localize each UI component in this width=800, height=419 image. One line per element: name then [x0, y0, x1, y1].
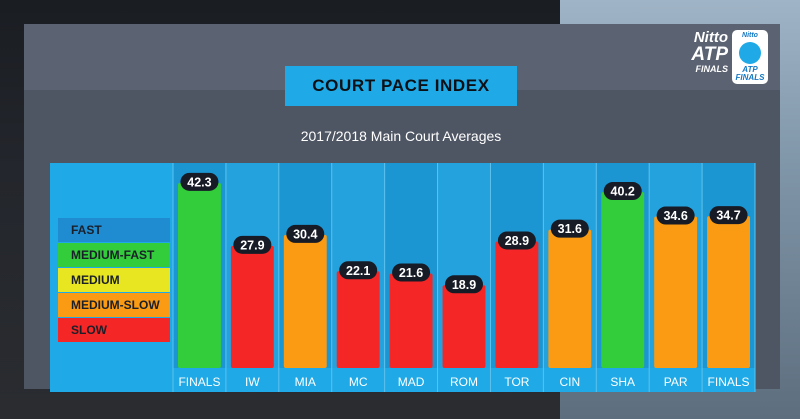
tick-label: MAD [398, 375, 425, 389]
logo-line-2: ATP [691, 44, 728, 65]
value-pill [656, 206, 695, 225]
bar [495, 241, 539, 368]
legend-label: MEDIUM-SLOW [71, 298, 160, 312]
value-pill [709, 206, 748, 225]
badge-bottom-line-1: ATP [742, 65, 758, 74]
value-pill [497, 231, 536, 250]
bar [230, 245, 274, 368]
data-label: 42.3 [187, 175, 211, 189]
legend-swatch [58, 293, 170, 317]
legend-swatch [58, 318, 170, 342]
nitto-atp-finals-logo: Nitto ATP FINALS Nitto ATP FINALS [652, 30, 770, 86]
tick-label: IW [245, 375, 260, 389]
data-label: 27.9 [240, 238, 264, 252]
legend-label: MEDIUM-FAST [71, 248, 155, 262]
tennis-ball-icon [739, 42, 761, 64]
tick-label: TOR [504, 375, 529, 389]
tick-label: PAR [664, 375, 688, 389]
logo-badge: Nitto ATP FINALS [732, 30, 768, 84]
bar [283, 234, 327, 368]
data-label: 34.7 [716, 209, 740, 223]
value-pill [445, 275, 483, 294]
logo-wordmark: Nitto ATP FINALS [652, 30, 728, 74]
bar [336, 271, 380, 368]
value-pill [233, 235, 272, 254]
value-pill [603, 182, 642, 201]
bar [548, 229, 592, 368]
tick-label: FINALS [708, 375, 750, 389]
data-label: 40.2 [611, 185, 635, 199]
chart-title: COURT PACE INDEX [285, 66, 517, 106]
legend-label: FAST [71, 223, 102, 237]
legend-label: SLOW [71, 323, 108, 337]
value-pill [550, 219, 589, 238]
bar [707, 216, 750, 368]
badge-bottom-text: ATP FINALS [732, 66, 768, 82]
bar [654, 216, 698, 368]
data-label: 30.4 [293, 227, 317, 241]
legend-label: MEDIUM [71, 273, 120, 287]
value-pill [180, 172, 219, 191]
tick-label: SHA [610, 375, 635, 389]
logo-line-1: Nitto [693, 29, 728, 46]
bar [442, 285, 486, 368]
data-label: 28.9 [505, 234, 529, 248]
data-label: 21.6 [399, 266, 423, 280]
value-pill [392, 263, 431, 282]
logo-line-3: FINALS [695, 64, 729, 74]
data-label: 18.9 [452, 278, 476, 292]
bar [601, 192, 645, 368]
tick-label: CIN [559, 375, 580, 389]
tick-label: MIA [295, 375, 316, 389]
value-pill [286, 224, 325, 243]
legend-swatch [58, 218, 170, 242]
badge-bottom-line-2: FINALS [735, 73, 765, 82]
tick-label: MC [349, 375, 368, 389]
chart-subtitle: 2017/2018 Main Court Averages [300, 128, 502, 144]
bar [178, 182, 221, 368]
badge-top-text: Nitto [742, 32, 758, 39]
legend-swatch [58, 243, 170, 267]
value-pill [339, 261, 378, 280]
data-label: 34.6 [663, 209, 687, 223]
legend-swatch [58, 268, 170, 292]
data-label: 31.6 [558, 222, 582, 236]
tick-label: FINALS [178, 375, 220, 389]
bar [389, 273, 433, 368]
tick-label: ROM [450, 375, 478, 389]
data-label: 22.1 [346, 264, 370, 278]
